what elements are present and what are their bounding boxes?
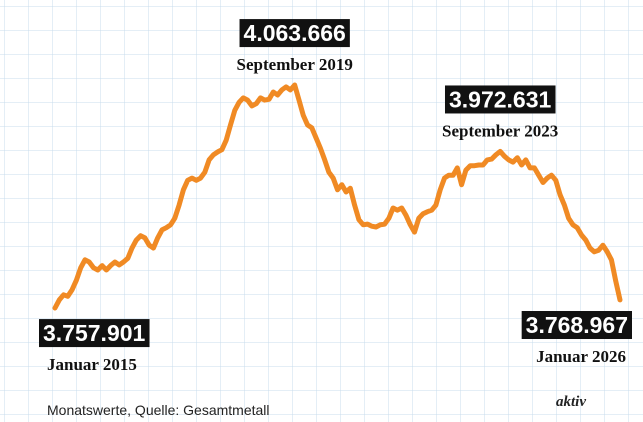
value-label-box [239, 19, 350, 48]
labels: 3.757.901 Januar 2015 4.063.666 September 2… [39, 19, 632, 374]
value-label: 3.757.901 [43, 320, 146, 346]
plot [52, 82, 623, 311]
value-label-box [39, 319, 150, 348]
value-label-box [444, 85, 556, 114]
source-note: Monatswerte, Quelle: Gesamtmetall [47, 402, 270, 418]
date-label: September 2023 [442, 121, 558, 140]
date-label: Januar 2015 [47, 355, 137, 374]
value-label: 3.972.631 [449, 86, 552, 112]
date-label: Januar 2026 [536, 347, 626, 366]
date-label: September 2019 [237, 55, 353, 74]
value-label: 3.768.967 [526, 312, 628, 338]
value-label: 4.063.666 [244, 20, 346, 46]
data-line [52, 82, 623, 311]
brand: aktiv [556, 394, 586, 410]
value-label-box [521, 311, 632, 340]
